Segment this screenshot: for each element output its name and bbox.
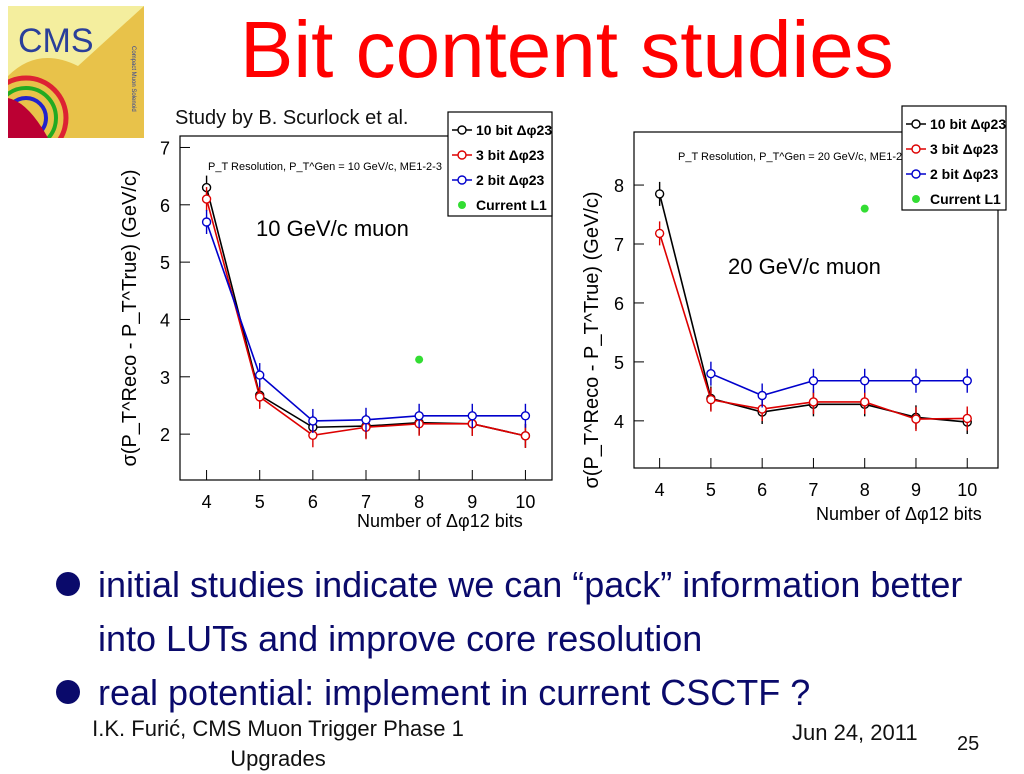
current-l1-point <box>860 204 869 213</box>
legend-marker <box>912 195 920 203</box>
data-point <box>962 413 972 424</box>
muon-annotation: 20 GeV/c muon <box>728 254 881 279</box>
y-tick-label: 3 <box>160 368 170 388</box>
legend-marker <box>457 175 467 185</box>
logo-text: CMS <box>18 22 94 60</box>
legend-marker <box>457 150 467 160</box>
data-point <box>860 376 870 386</box>
data-point <box>414 411 424 421</box>
data-point <box>520 411 531 421</box>
x-tick-label: 9 <box>911 480 921 500</box>
y-tick-label: 2 <box>160 425 170 445</box>
data-point <box>201 194 212 204</box>
y-tick-label: 4 <box>614 412 624 432</box>
y-tick-label: 8 <box>614 176 624 196</box>
y-tick-label: 4 <box>160 310 170 330</box>
y-tick-label: 7 <box>160 138 170 158</box>
data-point <box>255 370 265 380</box>
legend-label: 3 bit Δφ23 <box>476 147 545 163</box>
x-tick-label: 6 <box>757 480 767 500</box>
legend-label: 2 bit Δφ23 <box>476 172 545 188</box>
chart-xlabel: Number of Δφ12 bits <box>357 511 523 531</box>
y-tick-label: 5 <box>160 253 170 273</box>
chart-ylabel: σ(P_T^Reco - P_T^True) (GeV/c) <box>581 191 603 488</box>
x-tick-label: 4 <box>655 480 665 500</box>
data-point <box>308 416 318 426</box>
legend-marker <box>911 144 921 154</box>
y-tick-label: 6 <box>160 196 170 216</box>
plot-frame <box>633 131 999 469</box>
series-line <box>205 221 526 422</box>
legend-label: 10 bit Δφ23 <box>930 116 1006 132</box>
data-point <box>962 376 972 386</box>
chart-ylabel: σ(P_T^Reco - P_T^True) (GeV/c) <box>119 169 141 466</box>
plot-frame <box>179 135 553 481</box>
chart-20gev: σ(P_T^Reco - P_T^True) (GeV/c) 4 5 6 7 8 4 5 6… <box>581 105 1007 524</box>
x-tick-label: 10 <box>957 480 977 500</box>
legend-marker <box>457 125 467 135</box>
chart-xlabel: Number of Δφ12 bits <box>816 504 982 524</box>
y-tick-label: 5 <box>614 353 624 373</box>
plot-title: P_T Resolution, P_T^Gen = 10 GeV/c, ME1-… <box>208 161 442 173</box>
x-tick-label: 5 <box>255 492 265 512</box>
logo-subtext: Compact Muon Solenoid <box>130 46 136 112</box>
data-point <box>757 390 767 401</box>
chart-legend: 10 bit Δφ23 3 bit Δφ23 2 bit Δφ23 Current L… <box>901 105 1007 211</box>
data-point <box>911 414 921 424</box>
chart-legend: 10 bit Δφ23 3 bit Δφ23 2 bit Δφ23 Current L… <box>447 111 553 217</box>
chart-10gev: σ(P_T^Reco - P_T^True) (GeV/c) 2 3 4 5 6 7 4 5… <box>119 111 553 531</box>
x-tick-label: 8 <box>860 480 870 500</box>
x-tick-label: 7 <box>361 492 371 512</box>
x-tick-label: 7 <box>808 480 818 500</box>
data-point <box>201 217 212 227</box>
legend-label: Current L1 <box>930 191 1001 207</box>
data-point <box>361 415 371 425</box>
x-tick-label: 4 <box>202 492 212 512</box>
data-point <box>467 411 477 421</box>
bullet-item: initial studies indicate we can “pack” i… <box>50 558 1020 666</box>
data-point <box>520 431 531 441</box>
y-tick-label: 6 <box>614 294 624 314</box>
legend-label: 3 bit Δφ23 <box>930 141 999 157</box>
bullet-dot-icon <box>56 572 80 596</box>
data-point <box>808 376 819 386</box>
legend-label: 2 bit Δφ23 <box>930 166 999 182</box>
x-tick-label: 8 <box>414 492 424 512</box>
legend-marker <box>911 169 921 179</box>
bullet-item: real potential: implement in current CSC… <box>50 666 1020 720</box>
page-number: 25 <box>957 733 980 755</box>
bullet-text: initial studies indicate we can “pack” i… <box>98 564 963 659</box>
legend-label: 10 bit Δφ23 <box>476 122 552 138</box>
x-tick-label: 5 <box>706 480 716 500</box>
legend-marker <box>911 119 921 129</box>
footer-author: I.K. Furić, CMS Muon Trigger Phase 1 Upg… <box>92 716 464 771</box>
bullet-list: initial studies indicate we can “pack” i… <box>50 558 1020 720</box>
x-tick-label: 6 <box>308 492 318 512</box>
bullet-text: real potential: implement in current CSC… <box>98 672 811 713</box>
muon-annotation: 10 GeV/c muon <box>256 216 409 241</box>
data-point <box>706 394 716 405</box>
data-point <box>706 368 716 379</box>
legend-marker <box>458 201 466 209</box>
data-point <box>654 228 665 239</box>
y-tick-label: 7 <box>614 235 624 255</box>
plot-title: P_T Resolution, P_T^Gen = 20 GeV/c, ME1-… <box>678 151 912 163</box>
data-point <box>911 376 921 386</box>
data-point <box>255 392 265 402</box>
study-credit: Study by B. Scurlock et al. <box>175 107 409 129</box>
legend-label: Current L1 <box>476 197 547 213</box>
x-tick-label: 9 <box>467 492 477 512</box>
footer-date: Jun 24, 2011 <box>792 720 918 745</box>
data-point <box>808 397 819 407</box>
bullet-dot-icon <box>56 680 80 704</box>
data-point <box>860 397 870 407</box>
slide-title: Bit content studies <box>240 5 894 94</box>
series-line <box>710 372 968 397</box>
data-point <box>654 189 665 199</box>
x-tick-label: 10 <box>515 492 535 512</box>
current-l1-point <box>415 355 424 364</box>
